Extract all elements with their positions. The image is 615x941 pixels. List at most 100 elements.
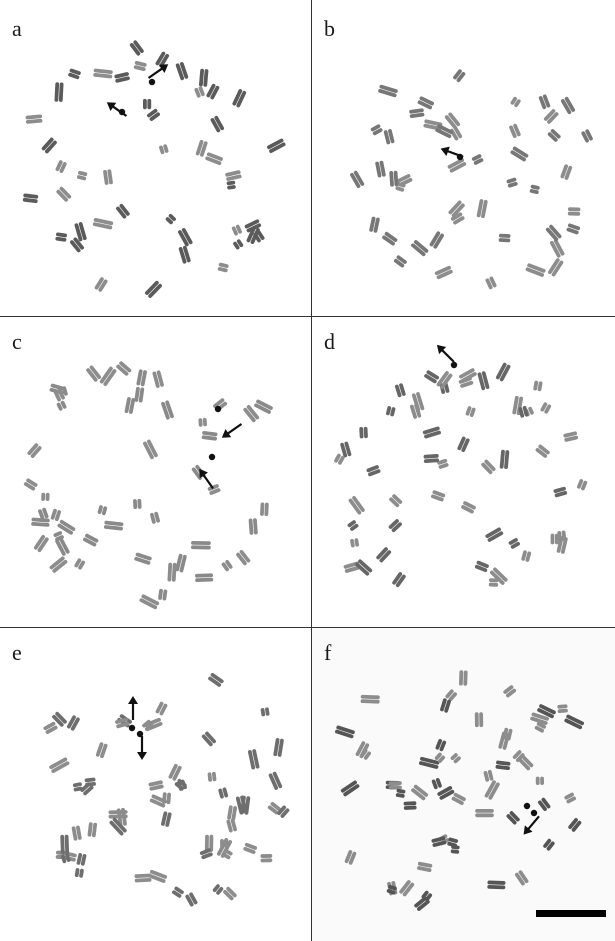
chromosome	[450, 845, 460, 854]
horizontal-divider-2	[0, 627, 615, 628]
chromosome	[488, 578, 499, 587]
chromosome	[385, 406, 396, 417]
chromosome	[436, 371, 453, 389]
chromosome-spread-f	[312, 628, 615, 941]
chromosome	[359, 426, 368, 439]
panel-a: a	[0, 0, 311, 316]
chromosome	[66, 715, 80, 731]
chromosome	[145, 280, 162, 298]
chromosome	[355, 559, 373, 576]
arrow-icon	[106, 102, 128, 117]
chromosome	[506, 177, 518, 188]
chromosome	[535, 444, 550, 458]
chromosome	[435, 738, 447, 752]
chromosome	[194, 86, 205, 98]
chromosome	[548, 258, 564, 277]
chromosome-spread-c	[0, 317, 311, 627]
chromosome	[221, 559, 233, 572]
chromosome	[31, 517, 50, 527]
chromosome	[389, 170, 399, 187]
chromosome	[210, 115, 225, 133]
chromosome	[80, 782, 94, 796]
hybridization-signal	[214, 405, 222, 413]
chromosome	[450, 753, 461, 764]
panel-c: c	[0, 317, 311, 627]
chromosome	[49, 556, 68, 573]
chromosome	[55, 232, 67, 242]
chromosome	[139, 594, 160, 610]
chromosome	[382, 231, 398, 246]
chromosome	[227, 805, 238, 821]
chromosome	[411, 784, 429, 801]
chromosome	[190, 540, 211, 550]
chromosome	[369, 216, 380, 233]
chromosome	[43, 721, 58, 734]
chromosome	[450, 212, 465, 225]
chromosome	[495, 760, 511, 771]
chromosome	[510, 146, 529, 162]
chromosome	[476, 199, 488, 219]
chromosome	[216, 838, 233, 858]
chromosome	[519, 756, 534, 771]
chromosome	[260, 502, 269, 517]
chromosome	[76, 853, 87, 866]
chromosome	[53, 388, 65, 402]
chromosome	[57, 519, 76, 535]
chromosome	[431, 836, 447, 847]
chromosome	[217, 262, 229, 273]
chromosome	[198, 417, 207, 427]
chromosome	[129, 40, 144, 56]
chromosome	[248, 518, 258, 535]
chromosome	[485, 527, 504, 542]
chromosome	[61, 853, 71, 864]
chromosome	[86, 365, 102, 382]
chromosome	[395, 182, 406, 192]
chromosome	[378, 84, 398, 98]
chromosome	[204, 834, 214, 852]
chromosome	[199, 68, 209, 87]
chromosome	[194, 573, 214, 583]
chromosome	[376, 547, 392, 563]
chromosome	[97, 505, 108, 516]
vertical-divider	[311, 0, 312, 941]
chromosome	[150, 511, 160, 524]
chromosome	[116, 361, 132, 376]
hybridization-signal	[530, 809, 538, 817]
chromosome	[370, 124, 383, 136]
chromosome	[409, 108, 425, 119]
chromosome	[563, 431, 579, 442]
chromosome	[343, 561, 361, 573]
chromosome	[366, 465, 381, 477]
chromosome	[503, 685, 517, 698]
chromosome	[71, 825, 82, 841]
chromosome-spread-b	[312, 0, 615, 316]
chromosome	[133, 498, 142, 510]
chromosome	[201, 431, 218, 441]
chromosome	[226, 180, 236, 190]
chromosome	[49, 757, 70, 773]
chromosome	[564, 792, 577, 804]
hybridization-signal	[450, 361, 458, 369]
chromosome	[434, 265, 453, 280]
chromosome	[477, 371, 490, 391]
panel-label-b: b	[324, 16, 335, 41]
chromosome	[537, 704, 556, 719]
chromosome	[545, 224, 562, 242]
panel-label-f: f	[324, 640, 332, 665]
panel-f: f	[312, 628, 615, 941]
chromosome	[134, 552, 152, 565]
chromosome	[25, 114, 43, 124]
chromosome	[74, 868, 84, 878]
chromosome	[465, 406, 476, 418]
chromosome	[92, 217, 114, 230]
chromosome	[226, 818, 237, 833]
chromosome	[457, 436, 470, 453]
arrow-icon	[137, 736, 147, 760]
chromosome	[484, 780, 500, 800]
chromosome	[208, 672, 224, 687]
chromosome	[481, 459, 496, 475]
chromosome	[243, 405, 260, 423]
chromosome	[103, 169, 113, 185]
chromosome	[273, 737, 284, 757]
chromosome	[115, 717, 130, 729]
